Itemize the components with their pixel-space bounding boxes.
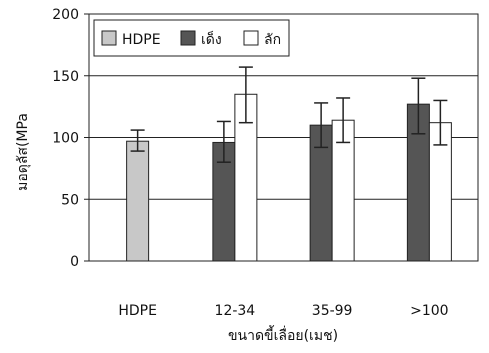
bars bbox=[126, 93, 452, 262]
x-axis-title: ขนาดขี้เลื่อย(เมช) bbox=[228, 325, 338, 344]
legend-label-lak: ลัก bbox=[264, 32, 281, 48]
y-tick-label: 0 bbox=[70, 254, 79, 270]
legend-swatch-deng bbox=[180, 30, 196, 46]
x-tick-label: HDPE bbox=[118, 303, 157, 319]
x-tick-label: 35-99 bbox=[312, 303, 353, 319]
x-tick-label: 12-34 bbox=[215, 303, 256, 319]
y-axis-ticks: 0 50 100 150 200 bbox=[52, 7, 89, 270]
legend-swatch-lak bbox=[243, 30, 259, 46]
x-tick-label: >100 bbox=[410, 303, 448, 319]
legend-swatch-hdpe bbox=[101, 30, 117, 46]
x-axis-ticks: HDPE 12-34 35-99 >100 bbox=[118, 303, 448, 319]
y-tick-label: 100 bbox=[52, 131, 79, 147]
legend-label-hdpe: HDPE bbox=[122, 32, 161, 48]
y-tick-label: 150 bbox=[52, 69, 79, 85]
y-tick-label: 50 bbox=[61, 192, 79, 208]
y-tick-label: 200 bbox=[52, 7, 79, 23]
legend: HDPE เด็ง ลัก bbox=[93, 19, 290, 57]
bar bbox=[126, 140, 150, 262]
legend-label-deng: เด็ง bbox=[201, 30, 222, 48]
error-bars bbox=[130, 66, 448, 163]
y-axis-title: มอดุลัส(MPa bbox=[15, 113, 31, 191]
